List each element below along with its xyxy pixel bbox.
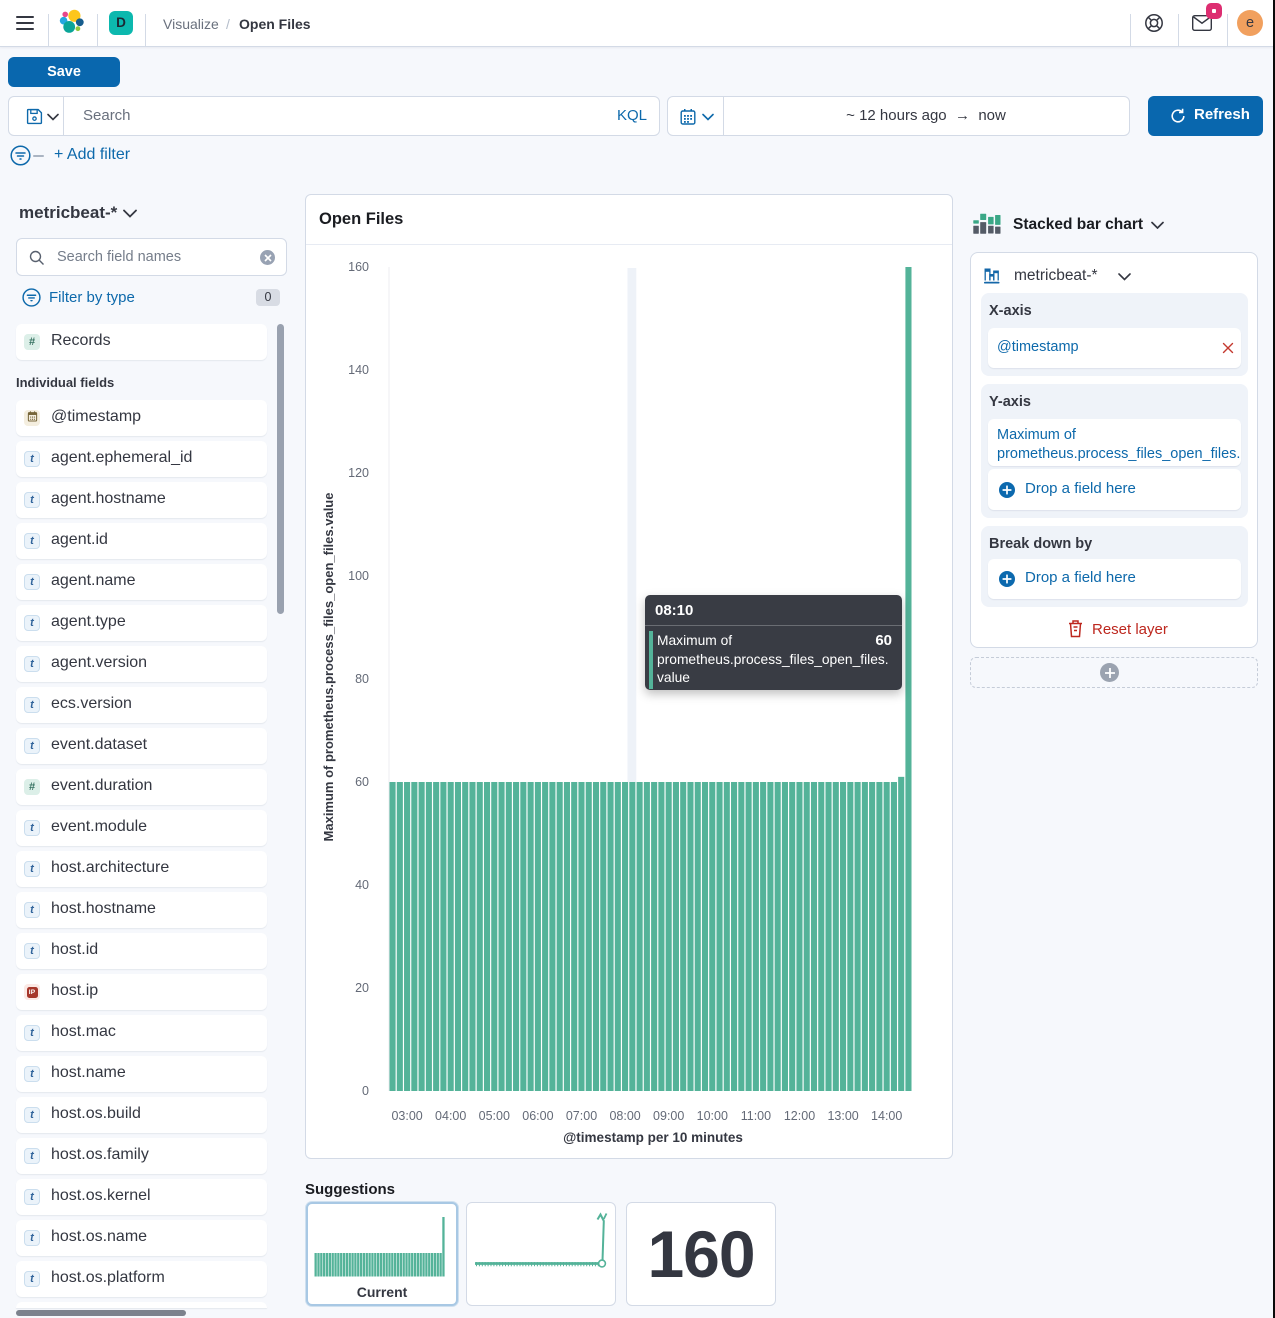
svg-text:@timestamp per 10 minutes: @timestamp per 10 minutes: [563, 1130, 743, 1145]
svg-text:08:00: 08:00: [609, 1109, 640, 1123]
svg-text:100: 100: [348, 569, 369, 583]
svg-text:14:00: 14:00: [871, 1109, 902, 1123]
svg-text:140: 140: [348, 363, 369, 377]
svg-text:160: 160: [348, 260, 369, 274]
svg-text:11:00: 11:00: [741, 1109, 771, 1123]
svg-text:10:00: 10:00: [697, 1109, 728, 1123]
svg-text:05:00: 05:00: [479, 1109, 510, 1123]
svg-text:12:00: 12:00: [784, 1109, 815, 1123]
svg-text:80: 80: [355, 672, 369, 686]
svg-text:20: 20: [355, 981, 369, 995]
svg-text:13:00: 13:00: [827, 1109, 858, 1123]
svg-text:40: 40: [355, 878, 369, 892]
svg-text:0: 0: [362, 1084, 369, 1098]
svg-text:09:00: 09:00: [653, 1109, 684, 1123]
svg-text:120: 120: [348, 466, 369, 480]
svg-text:03:00: 03:00: [391, 1109, 422, 1123]
svg-text:07:00: 07:00: [566, 1109, 597, 1123]
svg-text:Maximum of prometheus.process_: Maximum of prometheus.process_files_open…: [321, 493, 336, 842]
svg-text:06:00: 06:00: [522, 1109, 553, 1123]
svg-text:60: 60: [355, 775, 369, 789]
svg-text:04:00: 04:00: [435, 1109, 466, 1123]
